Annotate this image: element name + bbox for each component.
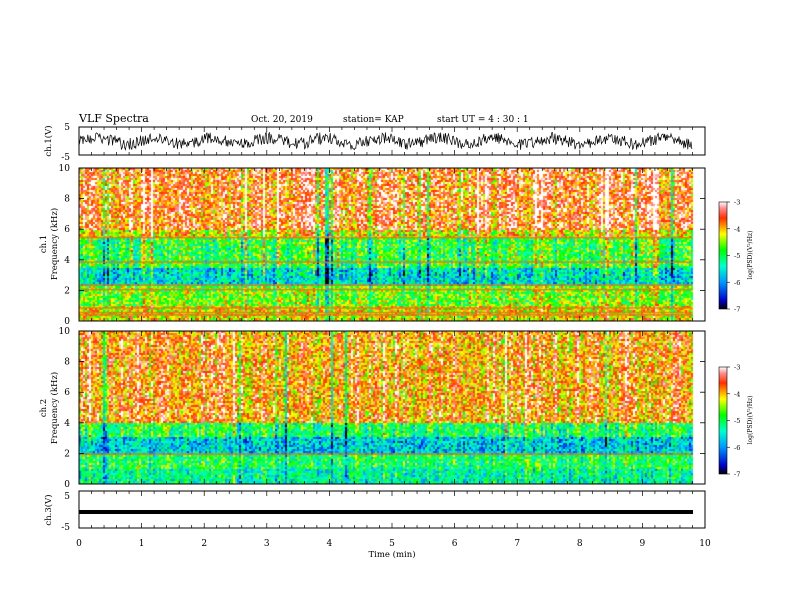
ch2-spectrogram-panel: 0 2 4 6 8 10 ch.2 Frequency (kHz) [39, 327, 706, 490]
x-tick-label: 7 [514, 539, 520, 549]
ch3-waveform-ylabel: ch.3(V) [43, 494, 54, 525]
ch1-ytick-top: 5 [64, 123, 70, 133]
spectrogram-image [79, 168, 705, 321]
ch1-spectrogram-ylabel: ch.1 [39, 235, 49, 253]
date-label: Oct. 20, 2019 [251, 115, 313, 125]
ch1-colorbar-label: log(PSD)(V²/Hz) [747, 231, 754, 280]
y-tick-label: 8 [64, 195, 70, 205]
colorbar-tick-label: -4 [734, 225, 740, 233]
x-tick-label: 8 [577, 539, 583, 549]
y-tick-label: 4 [64, 256, 70, 266]
ch1-colorbar: -3 -4 -5 -6 -7 log(PSD)(V²/Hz) [718, 199, 754, 314]
ch3-ytick-top: 5 [64, 492, 70, 502]
ch1-frequency-ylabel: Frequency (kHz) [49, 208, 60, 280]
x-tick-label: 0 [76, 539, 82, 549]
figure-title: VLF Spectra [78, 112, 149, 125]
colorbar-tick-label: -7 [734, 471, 740, 479]
ch1-spectrogram-panel: 0 2 4 6 8 10 ch.1 Frequency (kHz) [39, 164, 706, 327]
colorbar-tick-label: -6 [734, 279, 740, 287]
x-tick-label: 1 [139, 539, 145, 549]
x-axis-label: Time (min) [368, 549, 415, 560]
y-tick-label: 6 [64, 225, 70, 235]
ch2-frequency-ylabel: Frequency (kHz) [49, 372, 60, 444]
x-axis: 0 1 2 3 4 5 6 7 8 9 10 [76, 539, 711, 549]
colorbar-tick-label: -5 [734, 252, 740, 260]
x-tick-label: 3 [264, 539, 270, 549]
ch1-ytick-bottom: -5 [61, 153, 70, 163]
spectrogram-image [79, 331, 705, 484]
y-tick-label: 2 [64, 449, 70, 459]
x-tick-label: 2 [201, 539, 207, 549]
colorbar-tick-label: -5 [734, 417, 740, 425]
ch3-waveform-panel: 5 -5 ch.3(V) [43, 490, 706, 533]
ch3-ytick-bottom: -5 [61, 523, 70, 533]
ch1-waveform-ylabel: ch.1(V) [43, 125, 54, 156]
y-tick-label: 0 [64, 317, 70, 327]
colorbar-tick-label: -6 [734, 444, 740, 452]
x-tick-label: 10 [699, 539, 711, 549]
x-tick-label: 6 [452, 539, 458, 549]
y-tick-label: 8 [64, 358, 70, 368]
x-tick-label: 4 [327, 539, 333, 549]
x-tick-label: 9 [640, 539, 646, 549]
y-tick-label: 10 [59, 164, 71, 174]
station-label: station= KAP [343, 115, 404, 125]
y-tick-label: 4 [64, 419, 70, 429]
ch2-colorbar-label: log(PSD)(V²/Hz) [747, 396, 754, 445]
colorbar-tick-label: -7 [734, 306, 740, 314]
colorbar-tick-label: -3 [734, 199, 740, 207]
x-tick-label: 5 [389, 539, 395, 549]
ch1-waveform-line [79, 131, 693, 151]
y-tick-label: 0 [64, 480, 70, 490]
ch2-spectrogram-ylabel: ch.2 [39, 399, 49, 417]
colorbar-tick-label: -4 [734, 390, 740, 398]
colorbar-tick-label: -3 [734, 364, 740, 372]
y-tick-label: 2 [64, 286, 70, 296]
y-tick-label: 10 [59, 327, 71, 337]
ch2-colorbar: -3 -4 -5 -6 -7 log(PSD)(V²/Hz) [718, 364, 754, 479]
y-tick-label: 6 [64, 388, 70, 398]
ch1-waveform-panel: 5 -5 ch.1(V) [43, 123, 706, 163]
start-time-label: start UT = 4 : 30 : 1 [437, 115, 529, 125]
